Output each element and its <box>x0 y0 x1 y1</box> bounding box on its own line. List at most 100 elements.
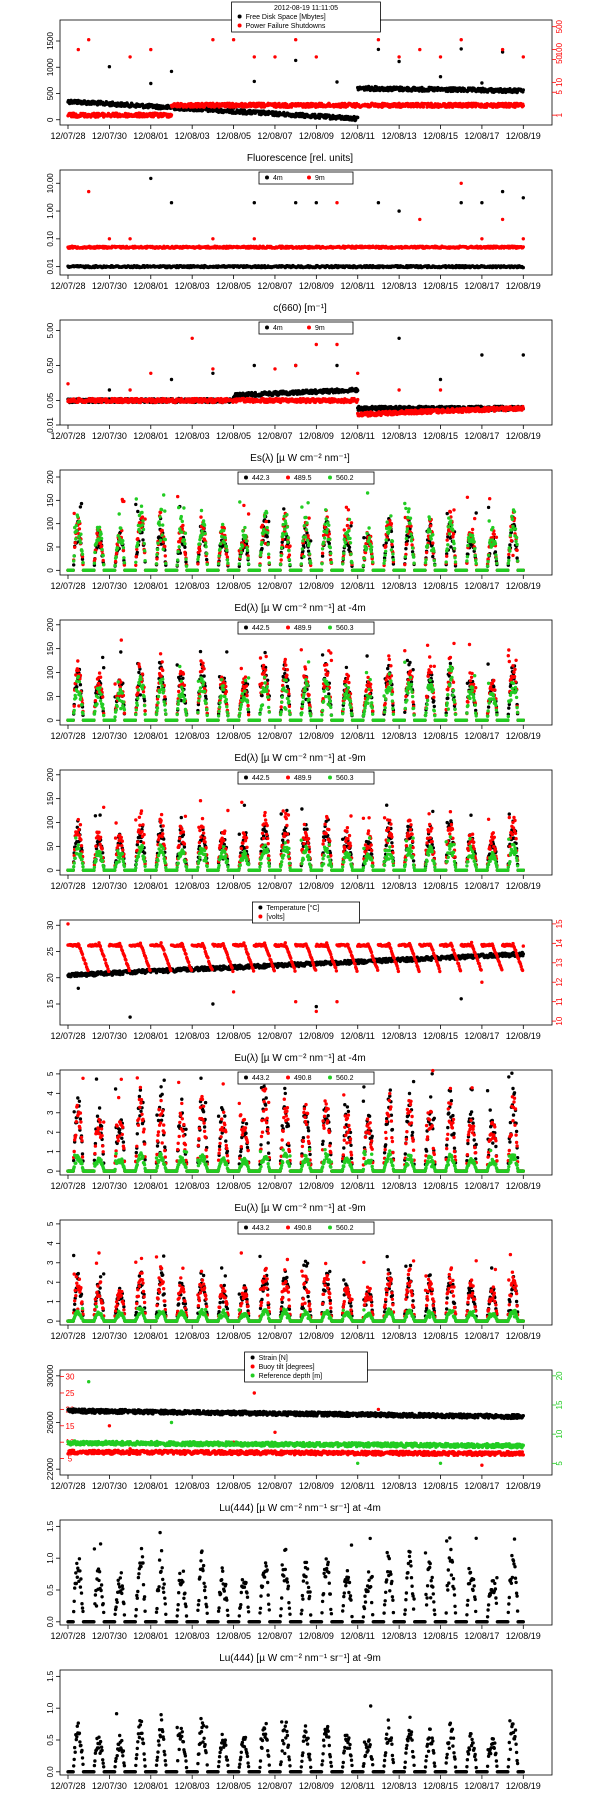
y-tick-label: 0 <box>46 117 55 122</box>
outlier-point <box>128 55 132 59</box>
data-point <box>138 400 143 405</box>
x-tick-label: 12/08/11 <box>341 431 375 441</box>
outlier-point <box>107 388 112 392</box>
series-4m <box>66 176 525 270</box>
outlier-point <box>480 201 484 205</box>
legend-title: 2012-08-19 11:11:05 <box>274 5 338 12</box>
outlier-point <box>521 55 525 59</box>
chart-panel: c(660) [m⁻¹] 12/07/28 12/07/30 12/08/01 12/0… <box>0 300 600 450</box>
outlier-point <box>169 377 174 382</box>
legend-marker <box>265 175 269 180</box>
y-tick-label: 0.05 <box>46 392 55 408</box>
legend-box <box>231 1 381 33</box>
data-point <box>461 410 465 414</box>
data-point <box>356 115 360 120</box>
outlier-point <box>87 38 91 42</box>
x-tick-label: 12/08/13 <box>382 131 417 141</box>
outlier-point <box>294 38 298 42</box>
x-tick-label: 12/08/13 <box>382 281 417 291</box>
y-tick-label: 1.00 <box>46 203 55 219</box>
x-tick-label: 12/08/05 <box>216 131 251 141</box>
outlier-point <box>418 47 422 52</box>
outlier-point <box>149 81 153 86</box>
outlier-point <box>500 189 505 194</box>
outlier-point <box>76 47 81 52</box>
outlier-point <box>314 55 318 59</box>
outlier-point <box>397 55 401 59</box>
y-tick-label: 1000 <box>46 58 55 76</box>
data-point <box>169 113 174 117</box>
outlier-point <box>87 189 91 194</box>
x-tick-label: 12/07/28 <box>50 431 85 441</box>
y-tick-label: 0.01 <box>46 258 55 274</box>
x-tick-label: 12/08/15 <box>423 281 458 291</box>
outlier-point <box>397 59 401 64</box>
outlier-point <box>149 47 153 52</box>
legend-marker <box>307 175 311 180</box>
x-tick-label: 12/08/11 <box>341 131 375 141</box>
outlier-point <box>376 47 381 52</box>
series-9m <box>66 181 525 250</box>
outlier-point <box>335 201 339 205</box>
x-tick-label: 12/08/19 <box>506 281 541 291</box>
x-tick-label: 12/07/30 <box>92 131 127 141</box>
outlier-point <box>376 38 381 42</box>
x-tick-label: 12/08/19 <box>506 131 541 141</box>
outlier-point <box>521 237 525 241</box>
plot-frame <box>59 169 553 276</box>
legend-box <box>258 171 354 185</box>
outlier-point <box>459 38 463 42</box>
legend-marker <box>237 23 242 28</box>
outlier-point <box>128 237 132 241</box>
outlier-point <box>335 363 339 368</box>
x-tick-label: 12/08/05 <box>216 431 251 441</box>
x-tick-label: 12/07/28 <box>50 281 85 291</box>
y-right-tick-label: 10 <box>555 77 564 86</box>
x-tick-label: 12/07/30 <box>92 431 127 441</box>
data-point <box>479 90 484 94</box>
y-right-tick-label: 100 <box>555 42 564 56</box>
outlier-point <box>500 217 505 222</box>
chart-svg: 12/07/28 12/07/30 12/08/01 12/08/03 12/08/05… <box>46 169 553 291</box>
data-point <box>356 388 360 393</box>
outlier-point <box>335 80 339 84</box>
x-tick-label: 12/08/15 <box>423 131 458 141</box>
x-tick-label: 12/08/17 <box>464 431 499 441</box>
outlier-point <box>459 181 463 185</box>
x-tick-label: 12/08/15 <box>423 431 458 441</box>
y-right-tick-label: 5 <box>555 89 564 94</box>
outlier-point <box>438 55 443 59</box>
chart-panel: Fluorescence [rel. units] 12/07/28 12/07/3… <box>0 150 600 300</box>
outlier-point <box>211 371 215 375</box>
outlier-point <box>169 69 174 74</box>
legend: 4m 9m <box>258 171 354 185</box>
y-tick-label: 0.50 <box>46 357 55 373</box>
x-tick-label: 12/08/01 <box>133 131 168 141</box>
data-point <box>428 408 432 412</box>
data-point <box>521 245 525 249</box>
y-right-tick-label: 50 <box>555 54 564 63</box>
outlier-point <box>438 377 443 382</box>
outlier-point <box>500 50 505 54</box>
data-point <box>313 388 317 392</box>
x-tick-label: 12/08/01 <box>133 281 168 291</box>
x-tick-label: 12/08/13 <box>382 431 417 441</box>
outlier-point <box>480 81 484 85</box>
series-free-disk-space-mbytes- <box>66 47 525 123</box>
outlier-point <box>480 353 484 357</box>
outlier-point <box>294 58 298 63</box>
outlier-point <box>459 47 463 51</box>
outlier-point <box>459 201 463 205</box>
outlier-point <box>211 38 215 42</box>
x-tick-label: 12/08/07 <box>257 131 292 141</box>
chart-svg: 12/07/28 12/07/30 12/08/01 12/08/03 12/08/05… <box>46 319 553 441</box>
data-point <box>521 88 525 92</box>
x-tick-label: 12/08/11 <box>341 281 375 291</box>
y-tick-label: 10.00 <box>46 173 55 194</box>
y-tick-label: 0.10 <box>46 231 55 247</box>
outlier-point <box>521 196 525 200</box>
outlier-point <box>252 363 256 368</box>
x-tick-label: 12/08/07 <box>257 431 292 441</box>
x-tick-label: 12/08/03 <box>175 131 210 141</box>
